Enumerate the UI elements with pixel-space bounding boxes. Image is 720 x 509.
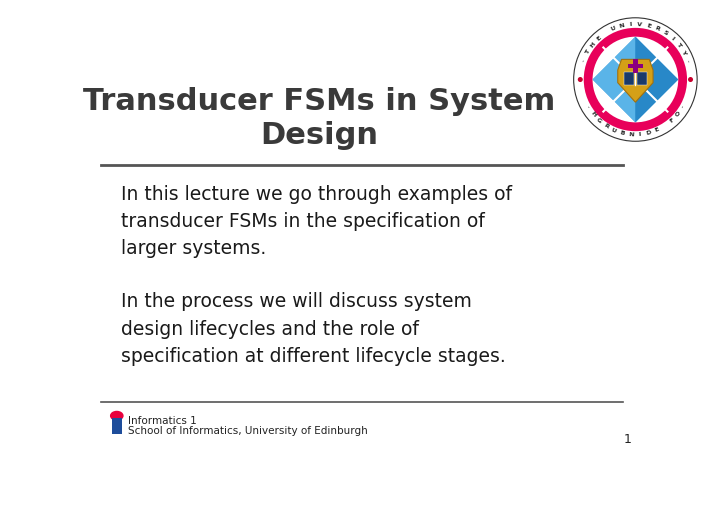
Polygon shape [635, 37, 678, 122]
FancyBboxPatch shape [628, 64, 643, 68]
Text: E: E [595, 35, 602, 42]
Text: R: R [603, 123, 609, 129]
Text: U: U [611, 25, 617, 32]
Circle shape [111, 411, 123, 420]
Circle shape [688, 77, 693, 82]
Text: ·: · [680, 105, 686, 109]
FancyBboxPatch shape [624, 72, 634, 84]
Text: S: S [662, 30, 668, 37]
Text: B: B [619, 130, 625, 136]
Text: 1: 1 [624, 433, 631, 446]
Polygon shape [593, 79, 678, 122]
Circle shape [577, 77, 582, 82]
Text: N: N [619, 23, 625, 29]
Text: I: I [629, 22, 632, 27]
Text: Transducer FSMs in System
Design: Transducer FSMs in System Design [83, 87, 555, 150]
Text: N: N [628, 132, 634, 137]
Text: In the process we will discuss system
design lifecycles and the role of
specific: In the process we will discuss system de… [121, 292, 505, 366]
Text: ·: · [581, 59, 586, 63]
Polygon shape [593, 37, 635, 122]
Text: E: E [646, 23, 652, 29]
Text: In this lecture we go through examples of
transducer FSMs in the specification o: In this lecture we go through examples o… [121, 185, 512, 258]
Text: Informatics 1: Informatics 1 [128, 416, 197, 426]
Text: T: T [675, 42, 682, 48]
Text: F: F [669, 118, 675, 124]
FancyBboxPatch shape [112, 418, 122, 434]
Text: D: D [645, 130, 652, 136]
Polygon shape [593, 37, 678, 79]
Text: I: I [639, 132, 642, 137]
Text: R: R [654, 25, 660, 32]
FancyBboxPatch shape [633, 60, 638, 73]
Text: U: U [611, 127, 617, 133]
Text: E: E [654, 127, 660, 133]
Text: ·: · [585, 105, 590, 109]
Text: V: V [637, 22, 642, 27]
Text: ·: · [685, 59, 690, 63]
Text: H: H [589, 41, 596, 49]
FancyBboxPatch shape [636, 72, 647, 84]
Circle shape [593, 37, 678, 122]
Text: G: G [595, 117, 603, 124]
Text: H: H [589, 111, 596, 118]
Text: School of Informatics, University of Edinburgh: School of Informatics, University of Edi… [128, 427, 368, 436]
Circle shape [584, 28, 687, 131]
Text: I: I [670, 36, 675, 41]
Text: T: T [584, 49, 590, 55]
Text: Y: Y [680, 49, 687, 55]
Circle shape [574, 18, 697, 142]
Text: O: O [675, 111, 682, 118]
Polygon shape [618, 60, 653, 102]
